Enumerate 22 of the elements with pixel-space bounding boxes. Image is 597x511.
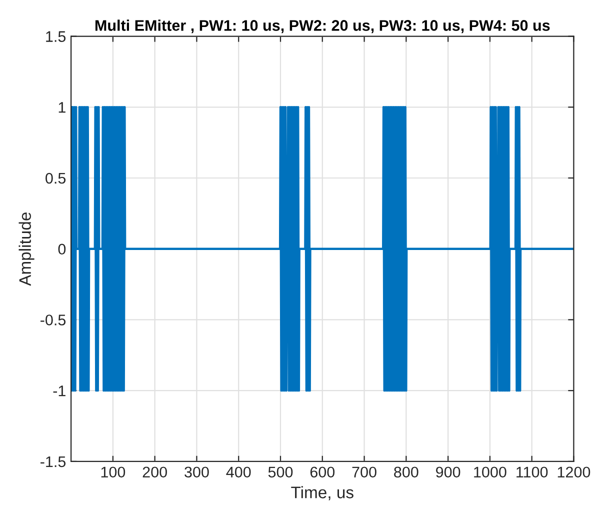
x-tick-label: 1200 [558,466,590,478]
y-tick-label: 0 [58,244,66,255]
x-axis-title: Time, us [291,486,354,500]
x-tick-label: 1000 [474,466,506,478]
x-tick-label: 400 [226,466,251,478]
x-tick-label: 700 [352,466,376,478]
x-tick-label: 600 [310,466,335,478]
y-tick-label: 1 [58,102,66,113]
y-tick-label: 0.5 [46,172,66,184]
y-tick-label: -1.5 [40,456,66,468]
x-tick-label: 500 [268,466,293,478]
x-tick-label: 100 [101,466,126,478]
x-tick-label: 200 [142,466,167,478]
y-tick-label: 1.5 [46,31,66,42]
x-tick-label: 900 [436,466,460,478]
y-tick-label: -0.5 [40,314,66,326]
x-tick-label: 1100 [516,466,548,478]
x-tick-label: 300 [184,466,209,478]
chart-title: Multi EMitter , PW1: 10 us, PW2: 20 us, PW3: 10 us, PW4: 50 us [95,20,550,34]
y-axis-title: Amplitude [18,212,34,286]
x-tick-label: 800 [394,466,418,478]
y-tick-label: -1 [53,386,66,396]
